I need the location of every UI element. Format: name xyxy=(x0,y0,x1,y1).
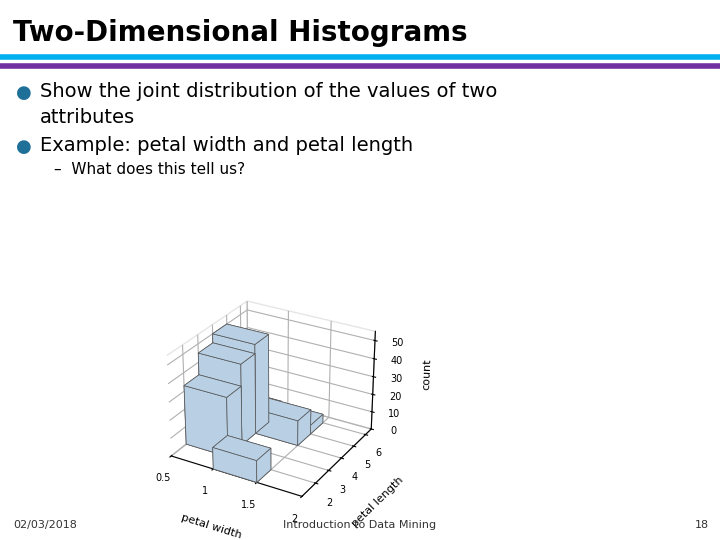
Text: Two-Dimensional Histograms: Two-Dimensional Histograms xyxy=(13,19,467,47)
Text: 18: 18 xyxy=(695,520,709,530)
Text: Show the joint distribution of the values of two: Show the joint distribution of the value… xyxy=(40,82,497,101)
Text: –  What does this tell us?: – What does this tell us? xyxy=(54,162,245,177)
Y-axis label: petal length: petal length xyxy=(350,475,405,529)
Text: attributes: attributes xyxy=(40,108,135,127)
Text: 02/03/2018: 02/03/2018 xyxy=(13,520,77,530)
X-axis label: petal width: petal width xyxy=(180,512,243,540)
Text: Introduction to Data Mining: Introduction to Data Mining xyxy=(284,520,436,530)
Text: ●: ● xyxy=(16,84,32,102)
Text: ●: ● xyxy=(16,138,32,156)
Text: Example: petal width and petal length: Example: petal width and petal length xyxy=(40,136,413,155)
